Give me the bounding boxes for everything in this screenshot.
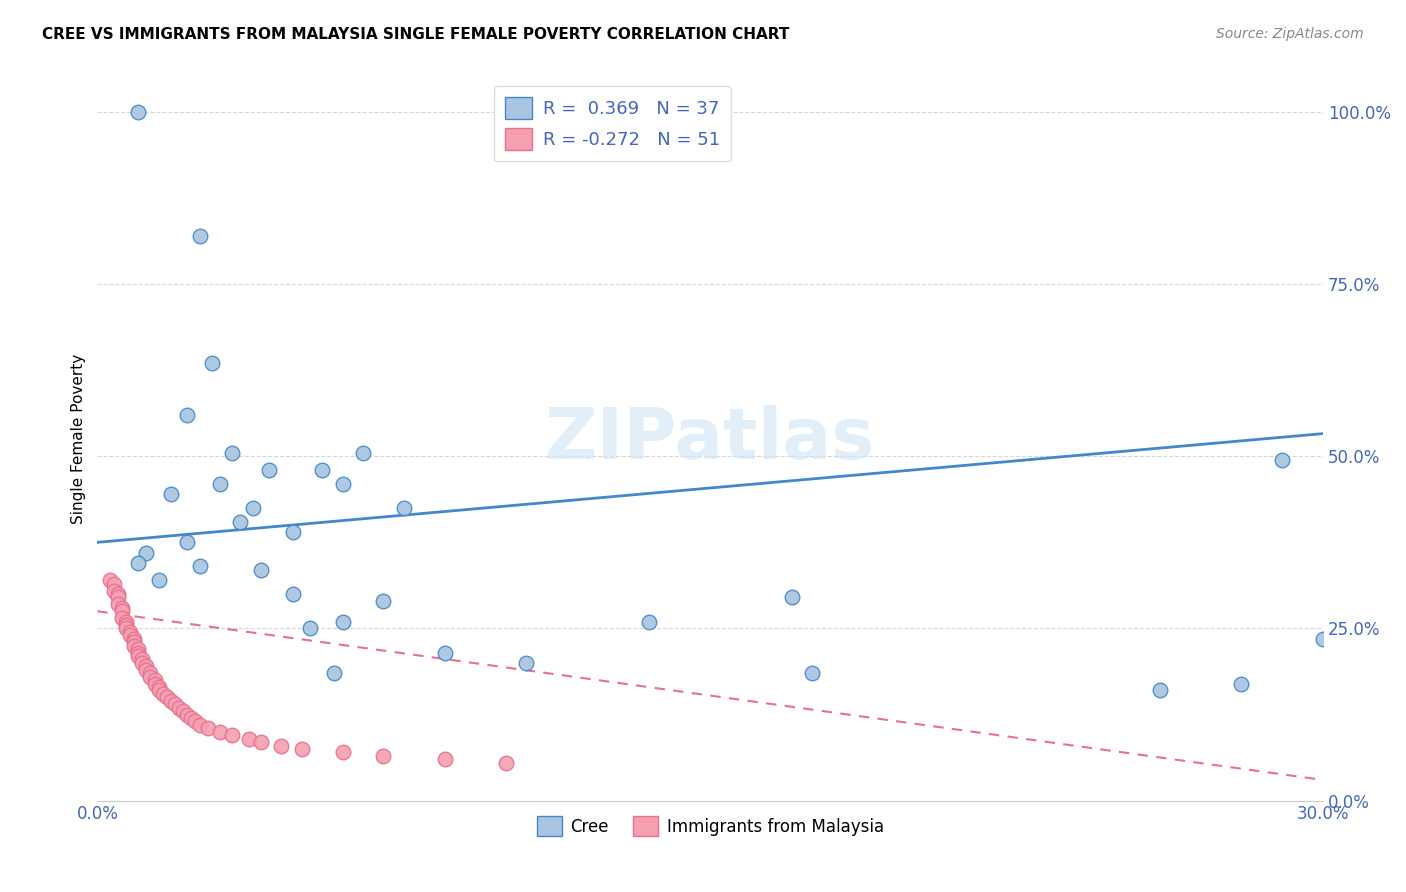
Point	[98, 573, 121, 587]
Point	[1312, 632, 1334, 646]
Point	[373, 594, 395, 608]
Point	[143, 673, 166, 687]
Point	[1271, 452, 1294, 467]
Point	[238, 731, 260, 746]
Point	[221, 446, 243, 460]
Point	[135, 659, 157, 673]
Point	[433, 646, 456, 660]
Point	[107, 591, 129, 605]
Point	[283, 524, 305, 539]
Point	[249, 563, 271, 577]
Text: CREE VS IMMIGRANTS FROM MALAYSIA SINGLE FEMALE POVERTY CORRELATION CHART: CREE VS IMMIGRANTS FROM MALAYSIA SINGLE …	[42, 27, 790, 42]
Point	[131, 656, 153, 670]
Point	[373, 748, 395, 763]
Point	[139, 666, 162, 681]
Point	[180, 711, 202, 725]
Point	[176, 707, 198, 722]
Text: ZIPatlas: ZIPatlas	[546, 405, 876, 474]
Point	[332, 746, 354, 760]
Point	[352, 446, 374, 460]
Point	[127, 556, 149, 570]
Point	[167, 700, 190, 714]
Point	[163, 697, 186, 711]
Point	[208, 724, 231, 739]
Point	[323, 666, 346, 681]
Point	[118, 628, 141, 642]
Point	[127, 646, 149, 660]
Point	[148, 683, 170, 698]
Point	[139, 670, 162, 684]
Point	[152, 687, 174, 701]
Point	[148, 680, 170, 694]
Point	[291, 742, 314, 756]
Point	[392, 500, 415, 515]
Point	[111, 604, 134, 618]
Point	[298, 622, 321, 636]
Point	[283, 587, 305, 601]
Point	[242, 500, 264, 515]
Point	[115, 618, 138, 632]
Point	[111, 611, 134, 625]
Point	[160, 487, 183, 501]
Point	[249, 735, 271, 749]
Point	[638, 615, 661, 629]
Point	[257, 463, 280, 477]
Point	[122, 635, 145, 649]
Y-axis label: Single Female Poverty: Single Female Poverty	[72, 354, 86, 524]
Point	[143, 676, 166, 690]
Point	[801, 666, 824, 681]
Point	[172, 704, 194, 718]
Point	[127, 642, 149, 657]
Point	[156, 690, 179, 705]
Point	[135, 663, 157, 677]
Point	[1230, 676, 1253, 690]
Point	[160, 694, 183, 708]
Point	[229, 515, 252, 529]
Point	[148, 573, 170, 587]
Point	[115, 622, 138, 636]
Point	[201, 356, 224, 370]
Point	[208, 476, 231, 491]
Point	[107, 597, 129, 611]
Point	[111, 600, 134, 615]
Point	[332, 615, 354, 629]
Point	[188, 559, 211, 574]
Point	[176, 535, 198, 549]
Point	[780, 591, 803, 605]
Point	[122, 632, 145, 646]
Point	[221, 728, 243, 742]
Point	[197, 721, 219, 735]
Point	[332, 476, 354, 491]
Point	[515, 656, 537, 670]
Point	[127, 648, 149, 663]
Point	[103, 583, 125, 598]
Point	[184, 714, 207, 729]
Point	[107, 587, 129, 601]
Point	[115, 615, 138, 629]
Point	[176, 408, 198, 422]
Point	[433, 752, 456, 766]
Point	[188, 718, 211, 732]
Point	[127, 104, 149, 119]
Point	[131, 652, 153, 666]
Text: Source: ZipAtlas.com: Source: ZipAtlas.com	[1216, 27, 1364, 41]
Point	[495, 756, 517, 770]
Point	[188, 228, 211, 243]
Point	[103, 576, 125, 591]
Point	[1149, 683, 1171, 698]
Point	[122, 639, 145, 653]
Point	[118, 624, 141, 639]
Legend: R =  0.369   N = 37, R = -0.272   N = 51: R = 0.369 N = 37, R = -0.272 N = 51	[494, 87, 731, 161]
Point	[135, 546, 157, 560]
Point	[270, 739, 292, 753]
Point	[311, 463, 333, 477]
